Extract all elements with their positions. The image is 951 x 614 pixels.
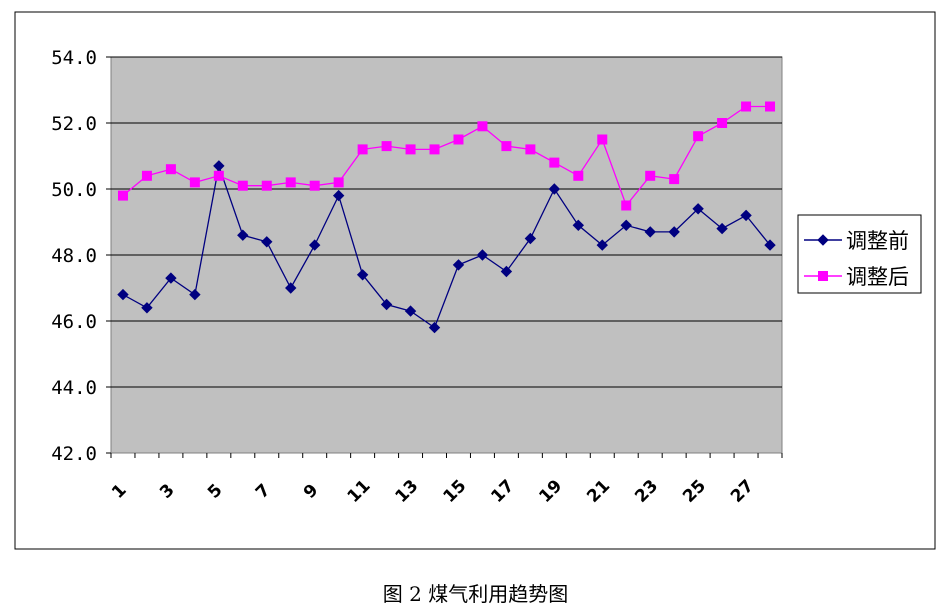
data-point [165, 272, 177, 284]
data-point [525, 144, 536, 155]
data-point [740, 209, 752, 222]
data-point [477, 121, 488, 132]
data-point [716, 222, 728, 235]
data-point [213, 170, 224, 181]
y-tick-label: 42.0 [51, 443, 97, 465]
data-point [333, 177, 344, 188]
legend-item-1: 调整前 [804, 229, 909, 253]
legend-item-2: 调整后 [804, 265, 909, 289]
data-point [693, 131, 704, 142]
data-point [357, 144, 368, 155]
gridlines [111, 56, 782, 388]
data-point [764, 239, 776, 251]
legend-marker [818, 271, 828, 281]
figure-caption: 图 2 煤气利用趋势图 [382, 582, 569, 606]
data-point [668, 226, 680, 238]
data-point [141, 170, 152, 181]
data-point [765, 101, 776, 112]
data-point [405, 144, 416, 155]
data-point [620, 219, 632, 232]
data-point [476, 249, 489, 261]
data-point [452, 259, 465, 271]
data-point [404, 305, 417, 317]
data-point [141, 302, 153, 314]
data-point [524, 232, 537, 245]
data-point [285, 177, 296, 188]
data-point [741, 101, 752, 112]
data-point [356, 269, 369, 281]
data-point [597, 134, 608, 145]
data-point [189, 177, 200, 188]
data-point [261, 236, 273, 248]
data-point [165, 164, 176, 175]
data-point [692, 203, 704, 215]
y-tick-label: 48.0 [51, 245, 97, 267]
data-point [428, 321, 441, 334]
data-point [237, 229, 249, 241]
data-point [189, 288, 201, 301]
data-point [285, 282, 297, 294]
data-point [237, 180, 248, 191]
data-point [332, 189, 345, 202]
series-1 [117, 160, 776, 334]
y-tick-label: 52.0 [51, 113, 97, 135]
series-layer [117, 101, 776, 334]
data-point [500, 265, 513, 278]
data-point [308, 239, 321, 251]
data-point [381, 141, 392, 152]
legend-label: 调整后 [846, 265, 909, 289]
data-point [309, 180, 320, 191]
data-point [717, 118, 728, 128]
y-tick-label: 44.0 [51, 377, 97, 399]
y-tick-label: 46.0 [51, 311, 97, 333]
series-line [122, 105, 771, 207]
legend-label: 调整前 [846, 229, 909, 253]
data-point [548, 183, 561, 195]
data-point [117, 288, 129, 301]
data-point [453, 134, 464, 145]
data-point [572, 219, 585, 232]
y-axis-ticks: 42.0 44.0 46.0 48.0 50.0 52.0 54.0 [51, 47, 111, 465]
data-point [669, 174, 680, 185]
y-tick-label: 54.0 [51, 47, 97, 69]
data-point [117, 190, 128, 201]
legend-marker [817, 234, 829, 246]
y-tick-label: 50.0 [51, 179, 97, 201]
data-point [429, 144, 440, 155]
data-point [501, 141, 512, 152]
data-point [549, 157, 560, 168]
data-point [645, 170, 656, 181]
data-point [596, 239, 608, 251]
data-point [644, 226, 656, 238]
data-point [621, 200, 632, 211]
data-point [380, 298, 393, 311]
data-point [261, 180, 272, 191]
data-point [573, 170, 584, 181]
series-2 [117, 101, 776, 211]
series-line [122, 163, 771, 329]
